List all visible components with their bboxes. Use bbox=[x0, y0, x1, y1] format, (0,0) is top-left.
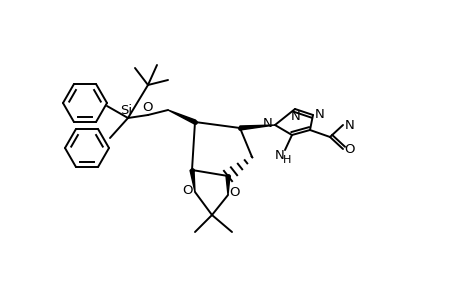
Polygon shape bbox=[239, 125, 274, 130]
Text: N: N bbox=[274, 148, 284, 161]
Text: N: N bbox=[291, 110, 300, 122]
Text: O: O bbox=[182, 184, 193, 196]
Text: N: N bbox=[314, 107, 324, 121]
Text: O: O bbox=[344, 142, 354, 155]
Text: N: N bbox=[344, 118, 354, 131]
Polygon shape bbox=[190, 170, 195, 192]
Text: O: O bbox=[229, 187, 240, 200]
Text: H: H bbox=[282, 155, 291, 165]
Polygon shape bbox=[168, 110, 196, 124]
Text: O: O bbox=[142, 100, 153, 113]
Polygon shape bbox=[225, 176, 230, 195]
Text: N: N bbox=[263, 116, 272, 130]
Text: Si: Si bbox=[120, 103, 132, 116]
